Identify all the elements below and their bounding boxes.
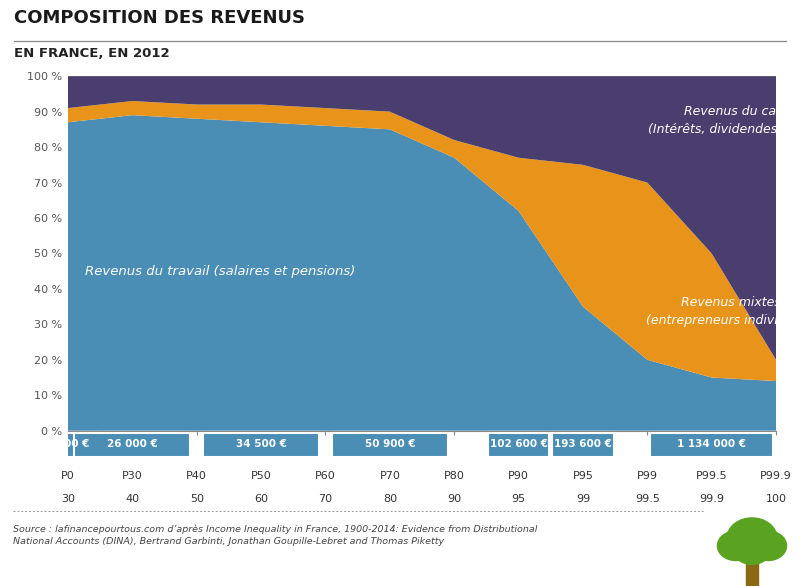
FancyBboxPatch shape	[203, 433, 319, 456]
Text: 30: 30	[61, 493, 75, 504]
Text: EN FRANCE, EN 2012: EN FRANCE, EN 2012	[14, 47, 170, 60]
Text: 90: 90	[447, 493, 462, 504]
Text: Revenus du capital
(Intérêts, dividendes, loyers…): Revenus du capital (Intérêts, dividendes…	[647, 104, 800, 135]
Text: 9 800 €: 9 800 €	[46, 440, 90, 449]
FancyBboxPatch shape	[488, 433, 550, 456]
Circle shape	[750, 531, 786, 560]
Text: P99: P99	[637, 471, 658, 481]
Text: 50 900 €: 50 900 €	[365, 440, 415, 449]
Text: 40: 40	[126, 493, 139, 504]
Text: 1 134 000 €: 1 134 000 €	[677, 440, 746, 449]
Bar	[746, 561, 758, 586]
Text: P99.5: P99.5	[696, 471, 727, 481]
Text: 26 000 €: 26 000 €	[107, 440, 158, 449]
Text: P60: P60	[315, 471, 336, 481]
Text: P40: P40	[186, 471, 207, 481]
Text: P99.9: P99.9	[760, 471, 792, 481]
Text: 99: 99	[576, 493, 590, 504]
FancyBboxPatch shape	[37, 433, 99, 456]
FancyBboxPatch shape	[332, 433, 448, 456]
Text: P50: P50	[250, 471, 271, 481]
Text: P70: P70	[379, 471, 400, 481]
Text: 193 600 €: 193 600 €	[554, 440, 612, 449]
Text: Source : lafinancepourtous.com d’après Income Inequality in France, 1900-2014: E: Source : lafinancepourtous.com d’après I…	[13, 524, 537, 547]
Text: Revenus du travail (salaires et pensions): Revenus du travail (salaires et pensions…	[86, 265, 356, 278]
Text: 50: 50	[190, 493, 204, 504]
Text: 99.5: 99.5	[635, 493, 660, 504]
Text: 60: 60	[254, 493, 268, 504]
Circle shape	[727, 518, 777, 558]
Text: P30: P30	[122, 471, 142, 481]
Text: 80: 80	[382, 493, 397, 504]
Text: P95: P95	[573, 471, 594, 481]
Circle shape	[733, 533, 771, 564]
Text: P0: P0	[61, 471, 75, 481]
Text: Revenus mixtes
(entrepreneurs individuels): Revenus mixtes (entrepreneurs individuel…	[646, 296, 800, 327]
Text: P80: P80	[444, 471, 465, 481]
Text: P90: P90	[508, 471, 529, 481]
Text: 95: 95	[511, 493, 526, 504]
FancyBboxPatch shape	[650, 433, 773, 456]
Text: 99.9: 99.9	[699, 493, 724, 504]
Text: 34 500 €: 34 500 €	[236, 440, 286, 449]
Text: 100: 100	[766, 493, 786, 504]
Text: 70: 70	[318, 493, 333, 504]
FancyBboxPatch shape	[552, 433, 614, 456]
Text: COMPOSITION DES REVENUS: COMPOSITION DES REVENUS	[14, 9, 306, 27]
Circle shape	[718, 531, 754, 560]
Text: 102 600 €: 102 600 €	[490, 440, 547, 449]
FancyBboxPatch shape	[74, 433, 190, 456]
